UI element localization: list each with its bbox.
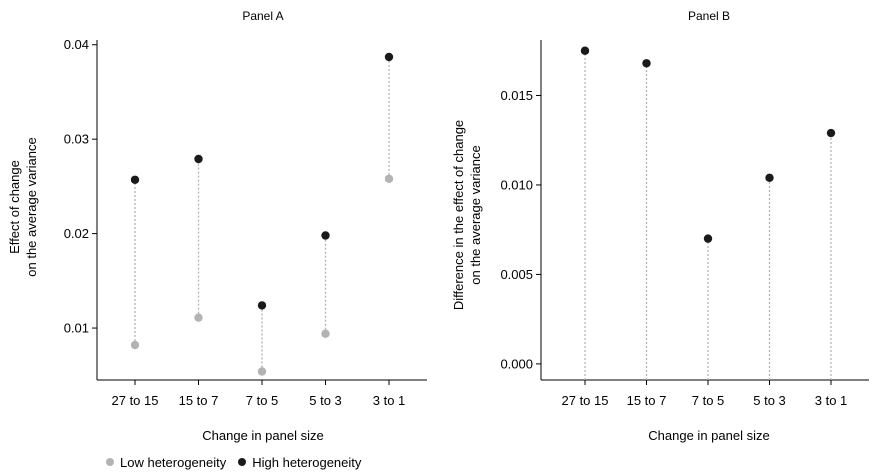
panel-b-high-point xyxy=(765,173,774,182)
panel-a-ylabel-line2: on the average variance xyxy=(24,137,39,276)
panel-b-xtick-label: 27 to 15 xyxy=(562,393,609,408)
panel-a-xtick-label: 3 to 1 xyxy=(373,393,406,408)
panel-a-ytick-label: 0.02 xyxy=(64,226,89,241)
panel-a-low-point xyxy=(257,367,267,376)
panel-a-xtick-label: 15 to 7 xyxy=(179,393,219,408)
legend-label-high: High heterogeneity xyxy=(252,454,362,470)
panel-a-ytick-label: 0.01 xyxy=(64,321,89,336)
panel-a-high-point xyxy=(321,231,330,240)
panel-a-ytick-label: 0.04 xyxy=(64,37,89,52)
panel-a-low-point xyxy=(130,340,140,350)
legend-swatch-low xyxy=(106,458,114,466)
panel-a-high-point xyxy=(257,301,267,310)
panel-a: Panel A Effect of change on the average … xyxy=(7,9,427,443)
legend-item-low: Low heterogeneity xyxy=(106,455,226,470)
panel-a-ytick-label: 0.03 xyxy=(64,132,89,147)
legend-label-low: Low heterogeneity xyxy=(120,454,227,470)
panel-a-low-point xyxy=(194,313,203,322)
panel-b-xtick-label: 7 to 5 xyxy=(692,393,725,408)
panel-a-xtick-label: 5 to 3 xyxy=(309,393,342,408)
panel-a-high-point xyxy=(130,175,140,184)
panel-b-ytick-label: 0.015 xyxy=(500,88,533,103)
panel-b-title: Panel B xyxy=(688,9,730,23)
panel-a-title: Panel A xyxy=(242,9,283,23)
panel-a-low-point xyxy=(321,329,330,338)
panel-a-xlabel: Change in panel size xyxy=(202,428,323,443)
legend-swatch-high xyxy=(238,458,247,466)
panel-b-high-point xyxy=(580,46,590,55)
panel-b-ylabel-line1: Difference in the effect of change xyxy=(451,120,466,310)
panel-b-xtick-label: 5 to 3 xyxy=(753,393,786,408)
panel-a-xtick-label: 27 to 15 xyxy=(112,393,159,408)
panel-b-ylabel-line2: on the average variance xyxy=(468,145,483,284)
panel-b-xtick-label: 3 to 1 xyxy=(815,393,848,408)
figure: Panel A Effect of change on the average … xyxy=(7,9,869,443)
panel-a-high-point xyxy=(194,154,203,164)
panel-b-ytick-label: 0.000 xyxy=(500,356,533,371)
panel-a-xtick-label: 7 to 5 xyxy=(246,393,279,408)
legend: Low heterogeneity High heterogeneity xyxy=(106,453,373,471)
panel-a-ylabel-line1: Effect of change xyxy=(7,160,22,254)
panel-b-high-point xyxy=(826,128,836,138)
panel-b-ytick-label: 0.005 xyxy=(500,267,533,282)
legend-item-high: High heterogeneity xyxy=(238,455,361,470)
panel-b-xtick-label: 15 to 7 xyxy=(627,393,667,408)
panel-a-high-point xyxy=(384,52,394,62)
panel-a-low-point xyxy=(384,174,394,184)
panel-b-ytick-label: 0.010 xyxy=(500,177,533,192)
panel-b-high-point xyxy=(703,234,713,243)
panel-b-xlabel: Change in panel size xyxy=(648,428,769,443)
panel-b: Panel B Difference in the effect of chan… xyxy=(451,9,869,443)
panel-b-high-point xyxy=(642,59,651,68)
